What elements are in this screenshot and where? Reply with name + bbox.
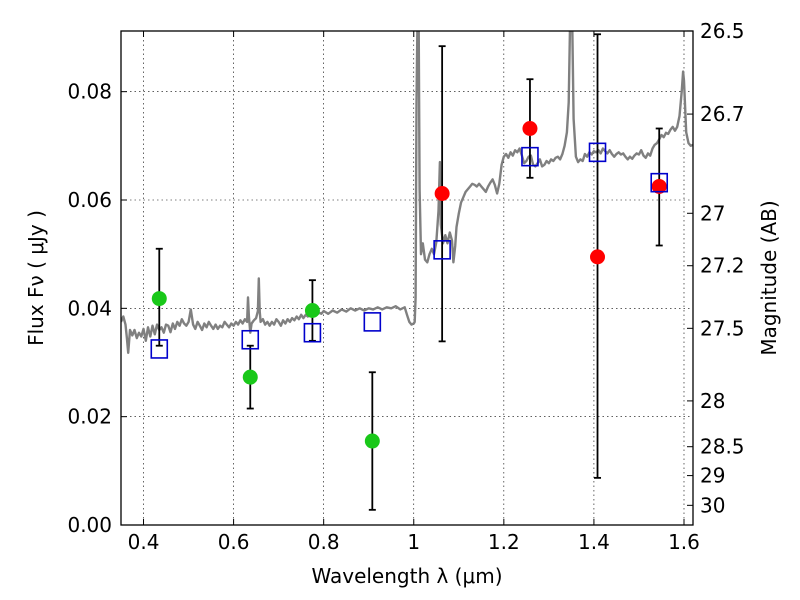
right-tick-label: 27.2	[700, 254, 745, 278]
y-axis-label: Flux Fν ( μJy )	[24, 210, 48, 346]
model-point-3	[363, 312, 382, 332]
right-tick-label: 26.5	[700, 19, 745, 43]
data-point-0-3	[364, 433, 380, 449]
sed-model-line	[121, 31, 693, 354]
x-axis-label: Wavelength λ (μm)	[311, 564, 502, 588]
data-point-0-2	[304, 303, 320, 318]
right-tick-label: 30	[700, 493, 725, 517]
right-axis-label: Magnitude (AB)	[757, 200, 781, 355]
model-point-5	[521, 146, 539, 167]
x-tick-label: 1.6	[668, 530, 700, 554]
model-point-0	[150, 339, 169, 359]
model-point-4	[433, 240, 451, 260]
y-tick-label: 0.00	[67, 513, 112, 537]
y-tick-label: 0.06	[67, 188, 112, 212]
data-point-1-3	[651, 178, 667, 194]
data-point-0-0	[151, 291, 167, 307]
right-tick-label: 29	[700, 464, 725, 488]
right-tick-label: 27	[700, 201, 725, 225]
model-point-7	[650, 172, 669, 193]
x-tick-label: 1	[407, 530, 420, 554]
right-tick-label: 26.7	[700, 102, 745, 126]
y-tick-label: 0.02	[67, 405, 112, 429]
x-tick-label: 0.8	[308, 530, 340, 554]
right-tick-label: 27.5	[700, 316, 745, 340]
x-tick-label: 0.6	[218, 530, 250, 554]
x-tick-label: 1.2	[488, 530, 520, 554]
plot-content	[121, 31, 693, 511]
model-point-2	[303, 322, 322, 343]
data-point-1-0	[434, 186, 450, 201]
axis-ticks: 0.4 0.6 0.8 1 1.2 1.4 1.6 0.00 0.02 0.04 0.06 0.08 2…	[67, 19, 744, 554]
y-tick-label: 0.08	[67, 80, 112, 104]
data-point-1-2	[590, 249, 606, 265]
model-point-6	[588, 142, 607, 163]
plot-frame	[120, 30, 694, 526]
right-tick-label: 28	[700, 389, 725, 413]
data-point-1-1	[522, 121, 538, 136]
y-tick-label: 0.04	[67, 296, 112, 320]
right-tick-label: 28.5	[700, 435, 745, 459]
grid	[121, 31, 693, 526]
x-tick-label: 1.4	[578, 530, 610, 554]
data-point-0-1	[242, 369, 258, 385]
model-point-1	[241, 329, 260, 350]
x-tick-label: 0.4	[128, 530, 160, 554]
